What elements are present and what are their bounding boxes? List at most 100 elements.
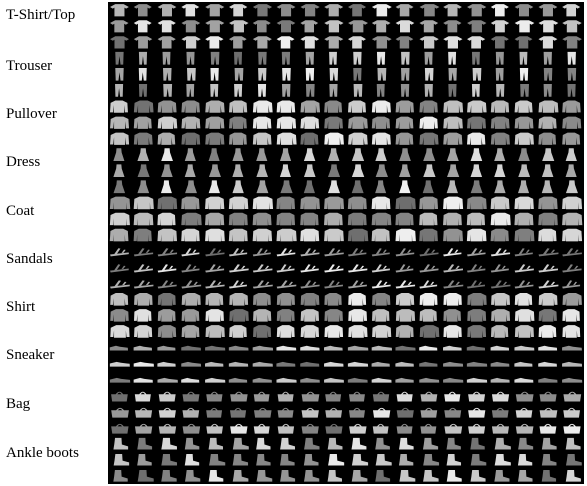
trouser-icon-shape — [234, 52, 242, 65]
class-label-sneaker: Sneaker — [6, 346, 54, 364]
pullover-icon-shape — [300, 117, 319, 129]
bag-icon-shape — [397, 408, 414, 418]
trouser-icon-shape — [377, 68, 386, 81]
boot-icon — [138, 470, 154, 482]
coat-icon-shape — [276, 229, 296, 242]
sneaker-icon-shape — [253, 362, 273, 367]
sandal-icon-shape — [396, 264, 414, 272]
sandal-icon-shape — [396, 280, 415, 288]
dress-icon-shape — [399, 148, 411, 161]
pullover-icon — [467, 117, 486, 129]
bag-icon-shape — [349, 424, 366, 434]
sandal-icon-shape — [562, 248, 582, 256]
bag-icon — [111, 424, 128, 434]
trouser-icon — [330, 68, 339, 81]
boot-icon-shape — [185, 470, 200, 482]
sneaker-icon-shape — [253, 378, 272, 383]
trouser-icon-shape — [568, 52, 576, 65]
sneaker-icon — [181, 346, 201, 351]
sneaker-icon-shape — [276, 378, 296, 383]
bag-icon-shape — [325, 392, 341, 402]
sandal-icon — [491, 264, 509, 272]
sandal-icon — [515, 280, 534, 288]
shirt-icon — [301, 325, 319, 338]
sneaker-icon — [157, 362, 175, 367]
trouser-icon-shape — [544, 68, 553, 81]
tshirt-icon — [515, 4, 534, 16]
trouser-icon — [186, 84, 194, 97]
tshirt-icon-shape — [110, 20, 128, 32]
sneaker-icon — [443, 378, 463, 383]
pullover-icon — [229, 117, 247, 129]
shirt-icon — [324, 293, 341, 306]
pullover-icon-shape — [300, 133, 318, 145]
dress-icon-shape — [566, 180, 578, 193]
dress-icon — [185, 148, 196, 161]
sneaker-icon — [419, 378, 439, 383]
sneaker-icon-shape — [110, 378, 130, 383]
sneaker-icon — [205, 378, 225, 383]
pullover-icon — [300, 101, 320, 113]
bag-icon — [349, 424, 366, 434]
tshirt-icon-shape — [420, 4, 440, 16]
sneaker-icon-shape — [491, 378, 510, 383]
coat-icon-shape — [181, 229, 200, 242]
bag-icon — [397, 408, 414, 418]
sandal-icon — [467, 248, 485, 256]
boot-icon-shape — [566, 454, 582, 466]
boot-icon-shape — [542, 438, 557, 450]
boot-icon-shape — [233, 438, 249, 450]
trouser-icon — [187, 68, 196, 81]
pullover-icon-shape — [419, 133, 438, 145]
sandal-icon-shape — [134, 280, 154, 288]
trouser-icon-shape — [329, 84, 337, 97]
coat-icon — [324, 197, 344, 210]
bag-icon — [230, 408, 246, 418]
boot-icon-shape — [399, 454, 413, 466]
sneaker-icon — [134, 346, 152, 351]
shirt-icon — [443, 325, 461, 338]
trouser-icon-shape — [354, 84, 363, 97]
coat-icon-shape — [134, 229, 152, 242]
trouser-icon — [186, 52, 194, 65]
coat-icon-shape — [395, 197, 415, 210]
trouser-icon-shape — [186, 52, 194, 65]
bag-icon-shape — [516, 424, 534, 434]
sandal-icon-shape — [515, 280, 534, 288]
pullover-icon-shape — [491, 133, 510, 145]
sneaker-icon-shape — [157, 378, 177, 383]
bag-icon-shape — [325, 408, 342, 418]
dress-icon-shape — [542, 148, 554, 161]
sandal-icon-shape — [134, 264, 153, 272]
bag-icon — [278, 408, 294, 418]
sneaker-icon — [181, 362, 201, 367]
trouser-icon-shape — [568, 68, 577, 81]
dress-icon — [566, 164, 577, 177]
dress-icon — [542, 164, 553, 177]
coat-icon — [467, 197, 487, 210]
pullover-icon-shape — [515, 101, 533, 113]
boot-icon — [566, 454, 582, 466]
trouser-icon-shape — [448, 84, 456, 97]
tshirt-icon-shape — [277, 36, 295, 48]
sandal-icon-shape — [372, 264, 390, 272]
coat-icon — [276, 229, 296, 242]
coat-icon-shape — [562, 213, 582, 226]
bag-icon-shape — [540, 392, 557, 402]
coat-icon-shape — [157, 213, 175, 226]
coat-icon-shape — [276, 213, 295, 226]
trouser-icon-shape — [425, 68, 434, 81]
tshirt-icon — [110, 4, 129, 16]
sandal-icon-shape — [419, 280, 437, 288]
pullover-icon-shape — [300, 101, 320, 113]
boot-icon — [328, 438, 343, 450]
boot-icon-shape — [518, 454, 532, 466]
shirt-icon — [515, 309, 534, 322]
bag-icon — [516, 392, 534, 402]
coat-icon-shape — [514, 213, 533, 226]
tshirt-icon — [158, 20, 176, 32]
coat-icon — [467, 213, 485, 226]
sneaker-icon-shape — [253, 346, 273, 351]
pullover-icon — [539, 101, 559, 113]
sandal-icon-shape — [491, 264, 509, 272]
